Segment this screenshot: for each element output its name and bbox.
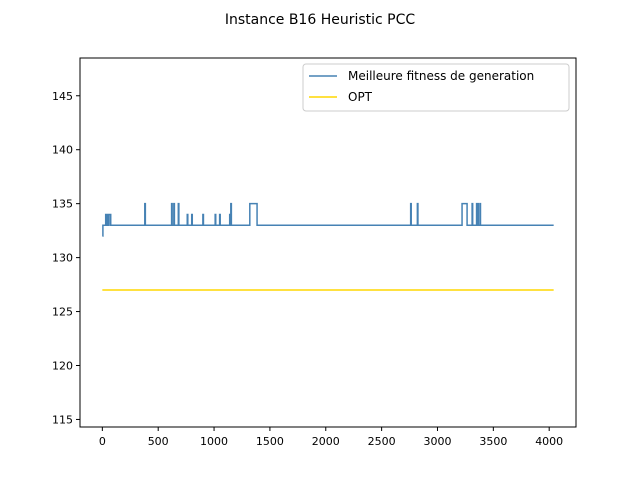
x-tick-label-3: 1500 <box>256 435 284 448</box>
y-tick-label-3: 130 <box>52 252 73 265</box>
y-tick-label-0: 115 <box>52 413 73 426</box>
legend: Meilleure fitness de generation OPT <box>302 63 570 112</box>
series-line-0 <box>102 202 554 237</box>
x-tick-label-7: 3500 <box>479 435 507 448</box>
legend-label-0: Meilleure fitness de generation <box>348 69 534 83</box>
legend-label-1: OPT <box>348 90 373 104</box>
x-tick-label-5: 2500 <box>368 435 396 448</box>
y-tick-label-4: 135 <box>52 198 73 211</box>
x-tick-label-6: 3000 <box>423 435 451 448</box>
y-tick-label-1: 120 <box>52 360 73 373</box>
y-tick-label-5: 140 <box>52 144 73 157</box>
axes-layer: 0 500 1000 1500 2000 2500 3000 3500 4000 115 120 12… <box>52 57 577 448</box>
x-tick-label-4: 2000 <box>312 435 340 448</box>
x-tick-label-1: 500 <box>148 435 169 448</box>
legend-box <box>302 63 570 112</box>
chart-title: Instance B16 Heuristic PCC <box>225 12 416 28</box>
x-tick-label-8: 4000 <box>535 435 563 448</box>
y-tick-label-6: 145 <box>52 90 73 103</box>
x-tick-label-0: 0 <box>99 435 106 448</box>
x-tick-label-2: 1000 <box>200 435 228 448</box>
series-layer <box>102 202 554 291</box>
y-tick-label-2: 125 <box>52 306 73 319</box>
plot-frame <box>79 57 577 428</box>
